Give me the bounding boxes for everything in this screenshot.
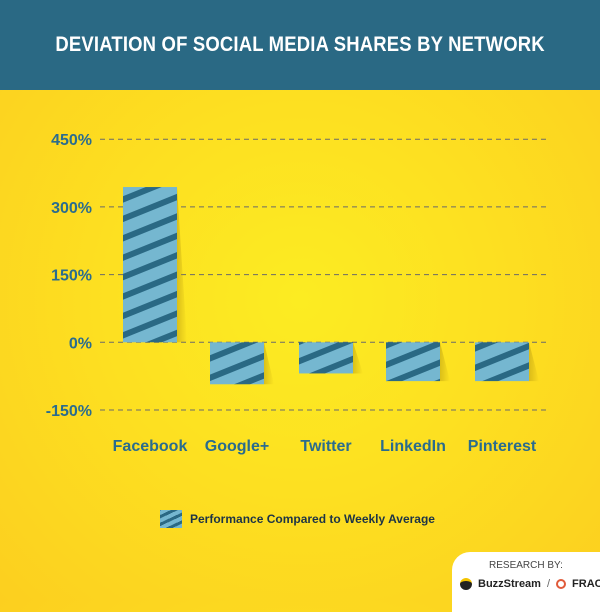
x-category-label: Twitter (300, 438, 351, 455)
chart-title: DEVIATION OF SOCIAL MEDIA SHARES BY NETW… (55, 33, 545, 56)
bar-twitter (299, 342, 353, 374)
y-tick-label: 0% (69, 335, 92, 352)
bar-shadow (440, 342, 450, 382)
research-by-label: RESEARCH BY: (489, 560, 563, 571)
bar-shadow (264, 342, 274, 385)
bar-google (210, 342, 264, 385)
fractl-icon (556, 579, 567, 589)
legend: Performance Compared to Weekly Average (160, 510, 435, 528)
bar-shadow (353, 342, 363, 374)
x-category-label: Google+ (205, 438, 269, 455)
x-category-label: Pinterest (468, 438, 537, 455)
bar-linkedin (386, 342, 440, 382)
y-tick-label: -150% (46, 403, 92, 420)
buzzstream-logo: BuzzStream (478, 578, 541, 590)
bar-pinterest (475, 342, 529, 382)
bar-shadow (177, 187, 187, 343)
y-tick-label: 300% (51, 200, 92, 217)
header-banner: DEVIATION OF SOCIAL MEDIA SHARES BY NETW… (0, 0, 600, 90)
bar-shadow (529, 342, 539, 382)
bar-facebook (123, 187, 177, 343)
credit-box: RESEARCH BY: BuzzStream / FRACTL (452, 552, 600, 612)
legend-label: Performance Compared to Weekly Average (190, 512, 435, 526)
buzzstream-bee-icon (460, 578, 472, 590)
x-category-label: Facebook (113, 438, 188, 455)
legend-swatch (160, 510, 182, 528)
separator: / (546, 578, 551, 590)
fractl-logo: FRACTL (572, 578, 600, 590)
y-tick-label: 450% (51, 132, 92, 149)
y-tick-label: 150% (51, 268, 92, 285)
x-category-label: LinkedIn (380, 438, 446, 455)
credit-logos: BuzzStream / FRACTL (460, 578, 600, 590)
